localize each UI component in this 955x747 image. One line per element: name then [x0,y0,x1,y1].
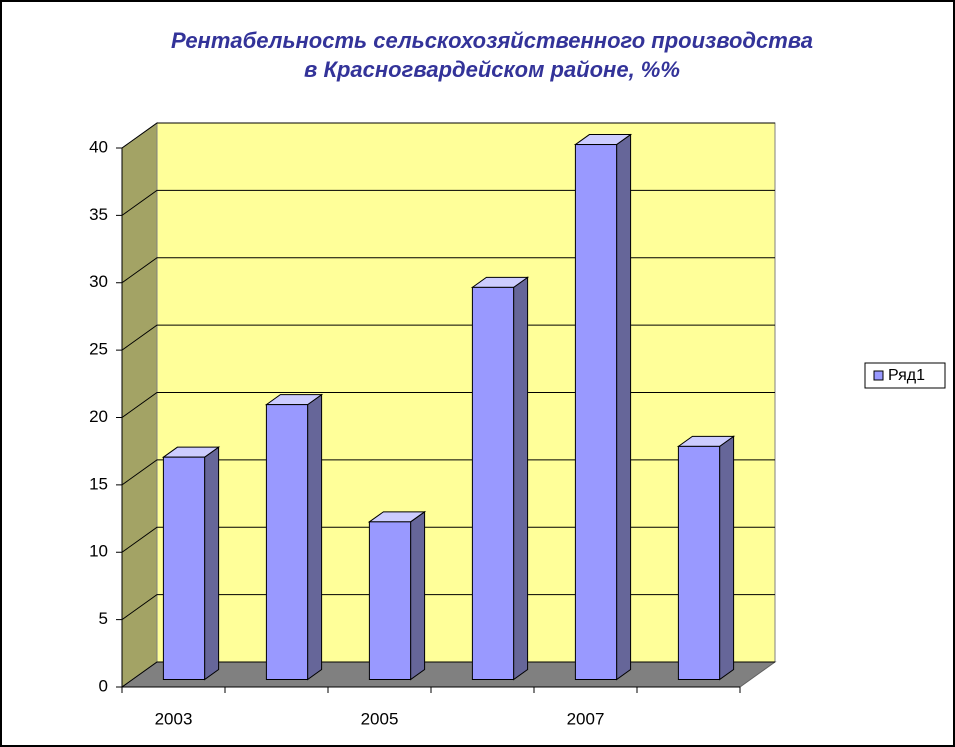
x-tick-label: 2007 [567,709,605,728]
y-tick-label: 25 [89,340,108,359]
y-tick-label: 35 [89,205,108,224]
floor [120,661,777,688]
x-tick-label: 2005 [361,709,399,728]
grid-line [121,189,775,216]
bar-front [574,144,618,681]
bar [676,435,736,681]
bar-side [719,435,735,681]
bar-side [307,393,323,681]
x-tick-label: 2003 [155,709,193,728]
bar-side [204,446,220,681]
y-tick-label: 0 [99,676,108,695]
bar [161,446,221,681]
grid-line [121,459,775,486]
grid-line [121,392,775,418]
bar [264,393,324,681]
legend-swatch [873,370,884,381]
y-tick-label: 40 [89,137,108,156]
grid-line [121,594,775,621]
bar-front [677,445,721,680]
y-tick-label: 20 [89,407,108,426]
y-tick-label: 10 [89,542,108,561]
bar-front [265,404,309,680]
grid-line [121,257,775,284]
grid-line [121,526,775,553]
bar [470,276,530,681]
grid-line [121,661,775,688]
y-tick-label: 15 [89,474,108,493]
bar [573,133,633,681]
grid-line [121,324,775,351]
y-tick-label: 5 [99,609,108,628]
grid-line [121,122,775,149]
y-tick-label: 30 [89,272,108,291]
legend-label: Ряд1 [888,367,925,384]
chart-title: в Красногвардейском районе, %% [304,57,680,82]
bar-front [368,521,412,681]
bar-side [513,276,529,681]
bar-side [616,133,632,681]
bar-front [162,456,206,680]
chart-title: Рентабельность сельскохозяйственного про… [171,28,813,53]
bar [367,510,427,681]
bar-front [471,286,515,680]
bar-side [410,510,426,681]
